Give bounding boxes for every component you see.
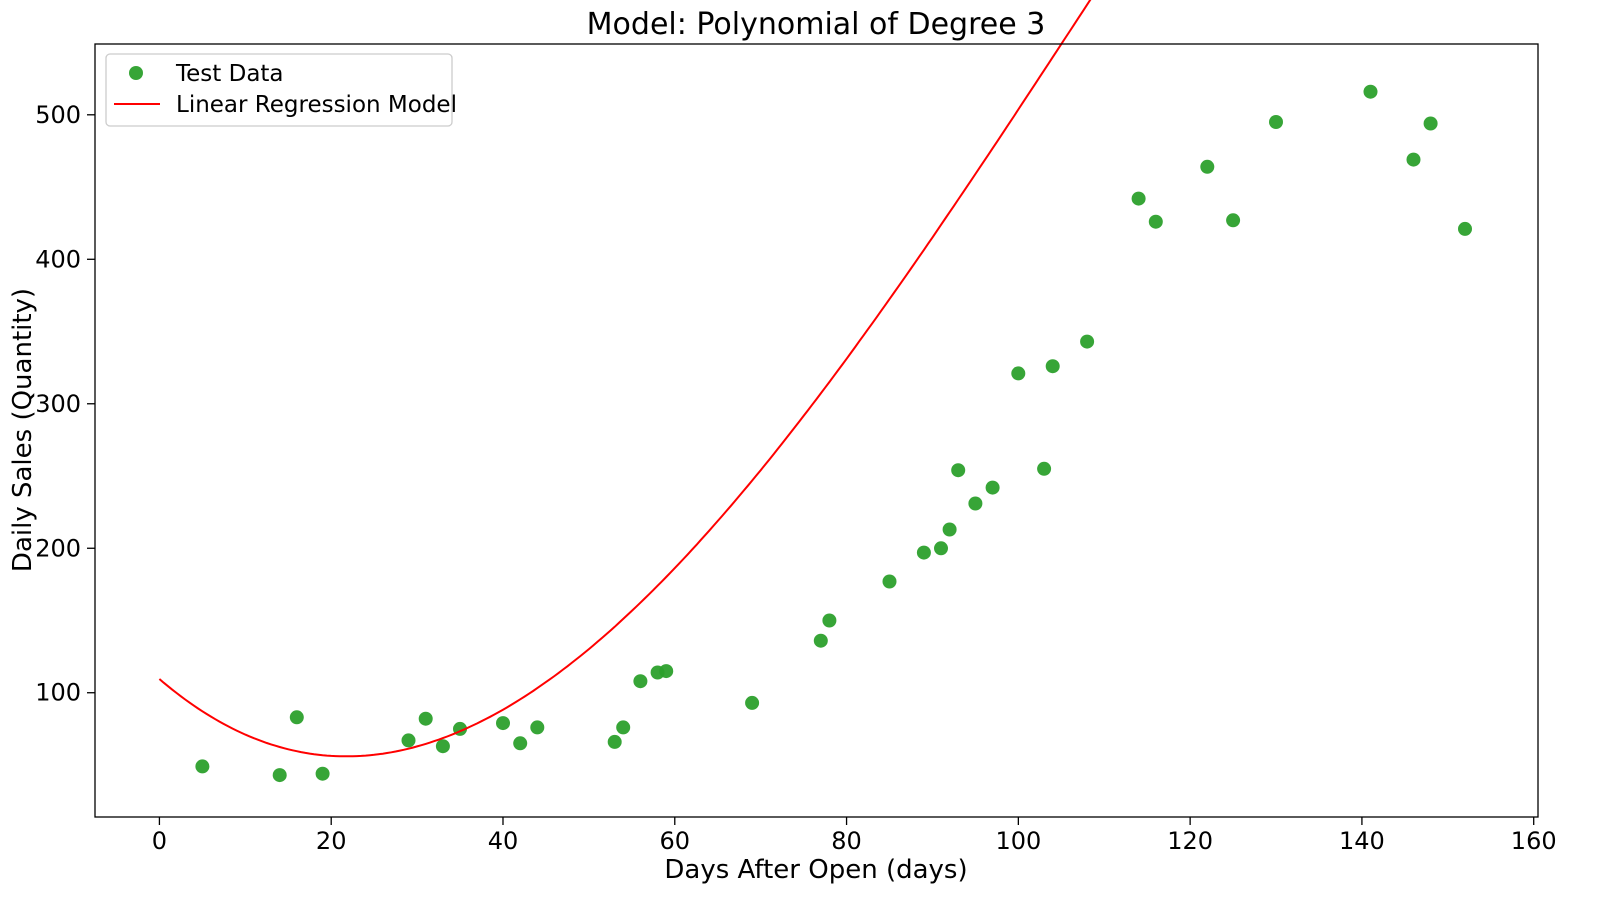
- data-point-21: [934, 541, 948, 556]
- data-point-27: [1037, 461, 1052, 476]
- data-point-11: [607, 734, 622, 749]
- data-point-38: [1458, 221, 1472, 236]
- data-point-16: [745, 695, 760, 710]
- y-tick-label-400: 400: [35, 245, 81, 273]
- y-tick-label-300: 300: [35, 390, 81, 418]
- x-tick-label-100: 100: [995, 827, 1041, 855]
- data-point-5: [418, 711, 433, 726]
- data-point-12: [616, 720, 631, 735]
- data-point-4: [401, 733, 416, 748]
- chart-title: Model: Polynomial of Degree 3: [587, 7, 1046, 42]
- data-point-2: [289, 710, 304, 725]
- data-point-20: [916, 545, 931, 560]
- data-point-23: [951, 463, 966, 478]
- data-point-29: [1080, 334, 1095, 349]
- data-point-33: [1226, 213, 1241, 228]
- data-point-18: [822, 613, 837, 628]
- x-tick-label-80: 80: [831, 827, 862, 855]
- data-point-10: [530, 720, 545, 735]
- data-point-26: [1011, 366, 1026, 381]
- legend: Test Data Linear Regression Model: [105, 53, 457, 127]
- x-tick-label-20: 20: [316, 827, 347, 855]
- x-axis: 0 20 40 60 80 100 120 140 160: [152, 817, 1557, 855]
- x-tick-label-160: 160: [1511, 827, 1557, 855]
- legend-label-test-data: Test Data: [175, 61, 284, 87]
- x-tick-label-120: 120: [1167, 827, 1213, 855]
- x-tick-label-0: 0: [152, 827, 167, 855]
- y-tick-label-100: 100: [35, 679, 81, 707]
- data-point-19: [882, 574, 897, 589]
- x-axis-label: Days After Open (days): [664, 855, 967, 885]
- y-tick-label-500: 500: [35, 101, 81, 129]
- data-point-36: [1406, 152, 1421, 167]
- y-axis: 100 200 300 400 500: [35, 101, 95, 707]
- data-point-28: [1045, 359, 1060, 374]
- data-point-13: [633, 674, 648, 689]
- data-point-15: [659, 664, 674, 679]
- data-point-24: [968, 496, 983, 511]
- data-point-37: [1423, 116, 1438, 131]
- data-point-3: [315, 766, 330, 781]
- plot-frame: [94, 43, 1539, 818]
- data-point-34: [1269, 115, 1283, 129]
- data-point-0: [195, 759, 210, 774]
- data-point-6: [435, 739, 450, 754]
- plot-area: [158, 0, 1472, 783]
- x-tick-label-60: 60: [660, 827, 691, 855]
- data-point-17: [813, 633, 828, 648]
- data-point-8: [496, 716, 510, 731]
- data-point-9: [513, 736, 528, 751]
- x-tick-label-40: 40: [488, 827, 519, 855]
- x-tick-label-140: 140: [1339, 827, 1385, 855]
- data-point-31: [1148, 214, 1163, 229]
- data-point-32: [1200, 159, 1215, 174]
- data-point-25: [985, 480, 1000, 495]
- data-point-30: [1131, 191, 1146, 206]
- y-axis-label: Daily Sales (Quantity): [8, 288, 38, 572]
- y-tick-label-200: 200: [35, 534, 81, 562]
- data-point-35: [1363, 84, 1378, 99]
- legend-marker-test-data: [129, 66, 143, 80]
- data-point-22: [942, 522, 957, 537]
- legend-label-model: Linear Regression Model: [176, 92, 457, 118]
- data-point-1: [272, 768, 287, 783]
- legend-box: [105, 53, 453, 127]
- regression-line: [158, 0, 1092, 758]
